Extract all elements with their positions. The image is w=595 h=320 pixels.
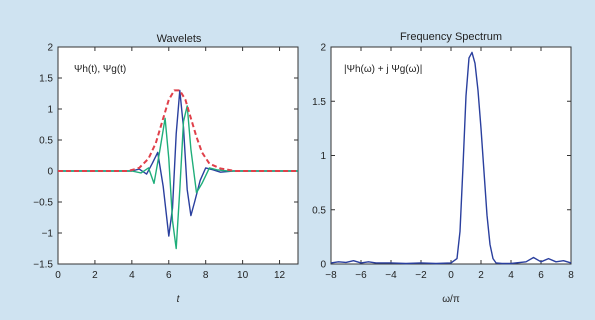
series-line-2 <box>58 105 298 250</box>
x-tick-label: 6 <box>538 270 544 281</box>
wavelets-annotation: Ψh(t), Ψg(t) <box>74 64 126 75</box>
x-tick-label: 10 <box>237 270 249 281</box>
wavelets-ticks: 0 2 4 6 8 10 12 −1.5 −1 −0.5 0 0.5 1 1.5 2 <box>33 43 298 281</box>
x-tick-label: 2 <box>478 270 484 281</box>
y-tick-label: 1 <box>47 105 53 116</box>
x-tick-label: 4 <box>129 270 135 281</box>
x-tick-label: −2 <box>415 270 427 281</box>
x-tick-label: 8 <box>568 270 574 281</box>
x-tick-label: 2 <box>92 270 98 281</box>
y-tick-label: 1.5 <box>39 74 53 85</box>
x-tick-label: −8 <box>325 270 337 281</box>
x-tick-label: −4 <box>385 270 397 281</box>
x-tick-label: 6 <box>166 270 172 281</box>
y-tick-label: −1 <box>42 229 54 240</box>
y-tick-label: 1.5 <box>312 97 326 108</box>
series-line-1 <box>58 89 298 237</box>
y-tick-label: −0.5 <box>33 198 53 209</box>
y-tick-label: 2 <box>320 43 326 54</box>
y-tick-label: 1 <box>320 151 326 162</box>
series-line-3 <box>58 89 298 172</box>
spectrum-panel: Frequency Spectrum −8 −6 −4 −2 0 2 4 6 8 0 0.5 1 1.5… <box>312 31 574 305</box>
x-tick-label: 0 <box>448 270 454 281</box>
x-tick-label: 12 <box>274 270 286 281</box>
y-tick-label: 0 <box>47 167 53 178</box>
wavelets-panel: Wavelets 0 2 4 6 8 10 12 −1.5 −1 −0.5 0 0.5 1 1.5 2 Ψh… <box>33 33 299 305</box>
x-tick-label: 0 <box>55 270 61 281</box>
spectrum-xlabel: ω/π <box>442 294 460 305</box>
spectrum-series <box>330 51 572 265</box>
wavelets-series <box>58 89 298 250</box>
y-tick-label: −1.5 <box>33 260 53 271</box>
wavelets-title: Wavelets <box>157 33 202 45</box>
x-tick-label: 8 <box>203 270 209 281</box>
y-tick-label: 0 <box>320 260 326 271</box>
y-tick-label: 0.5 <box>312 205 326 216</box>
y-tick-label: 2 <box>47 43 53 54</box>
spectrum-plot-area <box>330 46 572 265</box>
series-line-1 <box>330 51 572 265</box>
x-tick-label: −6 <box>355 270 367 281</box>
spectrum-title: Frequency Spectrum <box>400 31 502 43</box>
wavelets-plot-area <box>57 46 299 265</box>
wavelets-xlabel: t <box>177 294 181 305</box>
spectrum-ticks: −8 −6 −4 −2 0 2 4 6 8 0 0.5 1 1.5 2 <box>312 43 574 282</box>
spectrum-annotation: |Ψh(ω) + j Ψg(ω)| <box>344 64 422 75</box>
x-tick-label: 4 <box>508 270 514 281</box>
y-tick-label: 0.5 <box>39 136 53 147</box>
